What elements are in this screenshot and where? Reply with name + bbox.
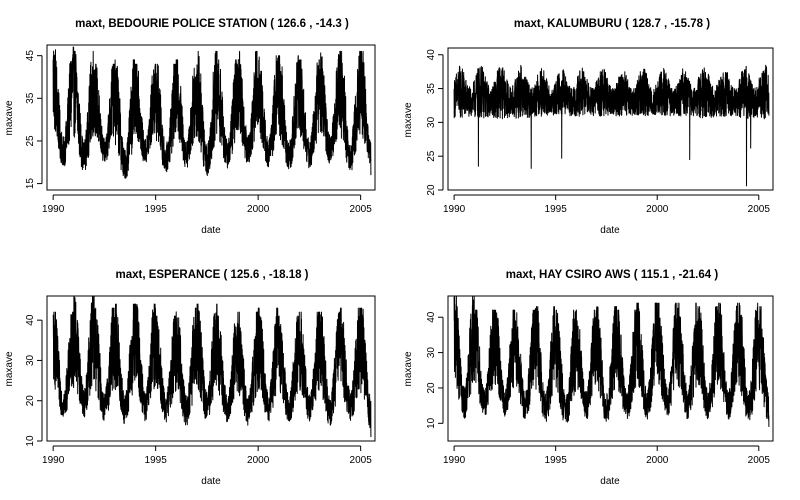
panel-title: maxt, ESPERANCE ( 125.6 , -18.18 ) (115, 269, 308, 281)
x-axis-label: date (600, 476, 620, 487)
y-axis: 10 20 30 40 (25, 314, 43, 447)
plot-area: 1990 1995 2000 2005 20 25 30 35 40 (426, 47, 774, 215)
y-tick-label: 10 (25, 435, 36, 447)
y-tick-label: 10 (426, 417, 437, 429)
x-tick-label: 1995 (145, 455, 168, 466)
x-axis: 1990 1995 2000 2005 (42, 445, 373, 466)
x-axis-label: date (600, 225, 620, 236)
y-tick-label: 40 (25, 314, 36, 326)
x-tick-label: 1990 (42, 204, 65, 215)
x-tick-label: 1995 (145, 204, 168, 215)
panel-esperance: maxt, ESPERANCE ( 125.6 , -18.18 ) 1990 1… (4, 269, 376, 487)
y-axis-label: maxave (403, 351, 414, 386)
x-axis: 1990 1995 2000 2005 (443, 445, 771, 466)
plot-frame (46, 295, 376, 442)
x-tick-label: 1990 (443, 455, 466, 466)
y-tick-label: 35 (25, 92, 36, 104)
x-axis: 1990 1995 2000 2005 (42, 194, 373, 215)
x-tick-label: 2000 (247, 204, 270, 215)
x-tick-label: 2000 (646, 455, 669, 466)
y-tick-label: 25 (426, 150, 437, 162)
y-tick-label: 40 (426, 311, 437, 323)
x-tick-label: 1995 (545, 455, 568, 466)
panel-title: maxt, KALUMBURU ( 128.7 , -15.78 ) (514, 18, 710, 30)
panel-title: maxt, HAY CSIRO AWS ( 115.1 , -21.64 ) (506, 269, 719, 281)
y-tick-label: 20 (25, 395, 36, 407)
series-line (52, 295, 372, 438)
y-tick-label: 40 (426, 49, 437, 61)
plot-frame (46, 44, 376, 191)
x-tick-label: 1990 (42, 455, 65, 466)
y-tick-label: 30 (426, 116, 437, 128)
x-tick-label: 2005 (350, 455, 373, 466)
y-tick-label: 35 (426, 83, 437, 95)
x-tick-label: 2005 (350, 204, 373, 215)
x-axis-label: date (201, 476, 221, 487)
series-line (453, 295, 770, 427)
series-line (453, 64, 770, 187)
x-tick-label: 2000 (247, 455, 270, 466)
y-tick-label: 20 (426, 184, 437, 196)
y-axis: 20 25 30 35 40 (426, 49, 444, 196)
y-axis: 15 25 35 45 (25, 50, 43, 190)
y-tick-label: 30 (426, 347, 437, 359)
panel-bedourie: maxt, BEDOURIE POLICE STATION ( 126.6 , … (4, 18, 376, 236)
plot-frame (447, 295, 774, 442)
x-tick-label: 1990 (443, 204, 466, 215)
plot-area: 1990 1995 2000 2005 10 20 30 40 (426, 295, 774, 466)
x-axis: 1990 1995 2000 2005 (443, 194, 771, 215)
y-axis-label: maxave (4, 100, 15, 135)
plot-area: 1990 1995 2000 2005 10 20 30 40 (25, 295, 376, 466)
y-axis: 10 20 30 40 (426, 311, 444, 429)
y-axis-label: maxave (4, 351, 15, 386)
y-tick-label: 20 (426, 382, 437, 394)
panel-hay: maxt, HAY CSIRO AWS ( 115.1 , -21.64 ) 1… (403, 269, 774, 487)
plot-frame (447, 47, 774, 191)
y-axis-label: maxave (403, 102, 414, 137)
y-tick-label: 45 (25, 50, 36, 62)
y-tick-label: 15 (25, 178, 36, 190)
x-tick-label: 1995 (545, 204, 568, 215)
x-axis-label: date (201, 225, 221, 236)
panel-title: maxt, BEDOURIE POLICE STATION ( 126.6 , … (75, 18, 349, 30)
y-tick-label: 30 (25, 354, 36, 366)
series-line (52, 46, 372, 179)
x-tick-label: 2005 (748, 204, 771, 215)
x-tick-label: 2005 (748, 455, 771, 466)
y-tick-label: 25 (25, 135, 36, 147)
x-tick-label: 2000 (646, 204, 669, 215)
plot-area: 1990 1995 2000 2005 15 25 35 45 (25, 44, 376, 215)
panel-kalumburu: maxt, KALUMBURU ( 128.7 , -15.78 ) 1990 1… (403, 18, 774, 236)
